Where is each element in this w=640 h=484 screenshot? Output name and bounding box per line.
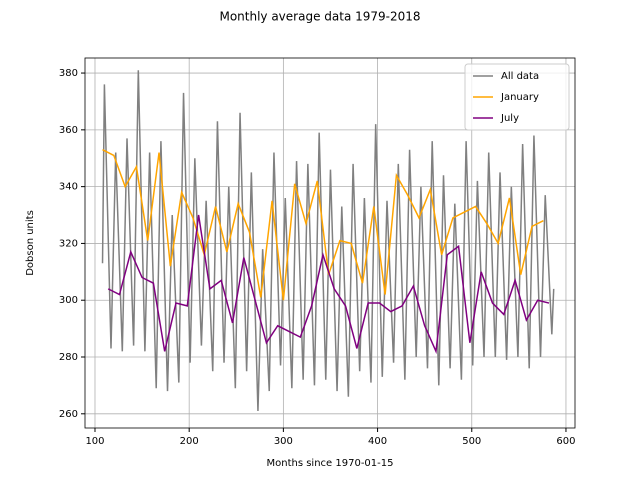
y-tick-label: 320 <box>59 238 78 249</box>
chart-title: Monthly average data 1979-2018 <box>219 10 420 24</box>
x-tick-label: 200 <box>180 436 199 447</box>
line <box>102 149 544 301</box>
x-axis-label: Months since 1970-01-15 <box>266 458 393 469</box>
legend-label: All data <box>501 71 539 82</box>
y-tick-label: 300 <box>59 295 78 306</box>
legend-label: July <box>500 113 519 124</box>
legend-label: January <box>500 92 539 103</box>
x-tick-label: 400 <box>368 436 387 447</box>
y-tick-label: 280 <box>59 352 78 363</box>
line <box>107 214 550 355</box>
legend: All data January July <box>464 63 570 131</box>
y-axis-label: Dobson units <box>25 210 36 276</box>
y-tick-label: 360 <box>59 125 78 136</box>
x-tick-label: 500 <box>462 436 481 447</box>
y-tick-label: 340 <box>59 182 78 193</box>
y-tick-label: 380 <box>59 68 78 79</box>
x-tick-label: 300 <box>274 436 293 447</box>
y-tick-label: 260 <box>59 409 78 420</box>
x-tick-label: 600 <box>556 436 575 447</box>
x-tick-label: 100 <box>85 436 104 447</box>
legend-box <box>464 63 570 131</box>
plot-frame <box>84 57 576 429</box>
